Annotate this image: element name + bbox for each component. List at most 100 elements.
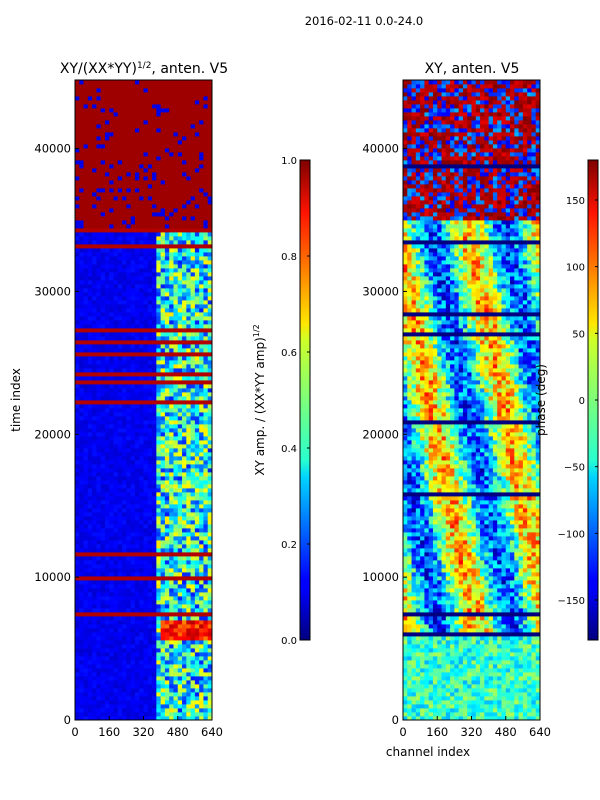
heatmap-cell [109, 144, 114, 149]
heatmap-cell [79, 344, 84, 349]
heatmap-cell [182, 140, 187, 145]
heatmap-cell [199, 352, 204, 357]
heatmap-cell [160, 592, 166, 597]
heatmap-cell [100, 432, 106, 437]
heatmap-cell [79, 340, 84, 345]
heatmap-cell [83, 388, 89, 393]
heatmap-cell [126, 424, 132, 429]
heatmap-cell [83, 676, 89, 681]
heatmap-cell [75, 96, 80, 101]
heatmap-cell [122, 568, 127, 573]
heatmap-cell [177, 628, 183, 633]
heatmap-cell [109, 360, 114, 365]
heatmap-cell [139, 508, 144, 513]
heatmap-cell [104, 512, 110, 517]
heatmap-cell [156, 652, 162, 657]
heatmap-cell [177, 276, 183, 281]
heatmap-cell [104, 232, 110, 237]
heatmap-cell [104, 668, 110, 673]
heatmap-cell [87, 304, 93, 309]
heatmap-cell [156, 560, 162, 565]
heatmap-cell [186, 688, 191, 693]
heatmap-cell [173, 208, 179, 213]
heatmap-cell [122, 608, 127, 613]
heatmap-cell [104, 568, 110, 573]
heatmap-cell [186, 484, 191, 489]
heatmap-cell [143, 508, 149, 513]
heatmap-cell [79, 336, 84, 341]
heatmap-cell [130, 140, 136, 145]
heatmap-cell [113, 356, 119, 361]
heatmap-cell [194, 568, 200, 573]
heatmap-cell [207, 376, 213, 381]
heatmap-cell [152, 308, 157, 313]
heatmap-cell [147, 532, 153, 537]
heatmap-cell [79, 496, 84, 501]
heatmap-cell [104, 172, 110, 177]
heatmap-cell [156, 672, 162, 677]
heatmap-cell [156, 260, 162, 265]
heatmap-cell [160, 368, 166, 373]
heatmap-cell [75, 584, 80, 589]
heatmap-cell [190, 488, 196, 493]
heatmap-cell [147, 412, 153, 417]
heatmap-cell [177, 488, 183, 493]
heatmap-cell [147, 96, 153, 101]
heatmap-cell [203, 428, 209, 433]
heatmap-cell [164, 564, 170, 569]
heatmap-cell [79, 576, 84, 581]
heatmap-cell [113, 284, 119, 289]
heatmap-cell [152, 524, 157, 529]
heatmap-cell [87, 532, 93, 537]
heatmap-cell [126, 332, 132, 337]
heatmap-cell [79, 136, 84, 141]
heatmap-cell [117, 632, 123, 637]
heatmap-cell [75, 556, 80, 561]
heatmap-cell [143, 400, 149, 405]
heatmap-cell [87, 312, 93, 317]
heatmap-cell [92, 228, 97, 233]
heatmap-cell [79, 248, 84, 253]
heatmap-cell [122, 680, 127, 685]
heatmap-cell [143, 300, 149, 305]
heatmap-cell [79, 228, 84, 233]
heatmap-cell [109, 620, 114, 625]
heatmap-cell [173, 352, 179, 357]
heatmap-cell [203, 368, 209, 373]
heatmap-cell [194, 432, 200, 437]
heatmap-cell [199, 412, 204, 417]
heatmap-cell [203, 312, 209, 317]
heatmap-cell [147, 260, 153, 265]
heatmap-cell [143, 212, 149, 217]
heatmap-cell [92, 456, 97, 461]
heatmap-cell [164, 204, 170, 209]
heatmap-cell [152, 196, 157, 201]
heatmap-cell [203, 608, 209, 613]
heatmap-cell [152, 476, 157, 481]
heatmap-cell [160, 184, 166, 189]
heatmap-cell [79, 96, 84, 101]
heatmap-cell [117, 512, 123, 517]
heatmap-cell [177, 484, 183, 489]
heatmap-cell [199, 268, 204, 273]
heatmap-cell [100, 112, 106, 117]
heatmap-cell [147, 400, 153, 405]
heatmap-cell [122, 684, 127, 689]
heatmap-cell [203, 380, 209, 385]
heatmap-cell [199, 640, 204, 645]
heatmap-cell [104, 524, 110, 529]
heatmap-cell [143, 296, 149, 301]
heatmap-cell [186, 244, 191, 249]
heatmap-cell [139, 444, 144, 449]
heatmap-cell [199, 416, 204, 421]
heatmap-cell [117, 656, 123, 661]
heatmap-cell [164, 344, 170, 349]
heatmap-cell [199, 288, 204, 293]
heatmap-cell [160, 708, 166, 713]
heatmap-cell [87, 288, 93, 293]
heatmap-cell [134, 148, 140, 153]
heatmap-cell [169, 712, 174, 717]
heatmap-cell [122, 288, 127, 293]
heatmap-cell [194, 212, 200, 217]
heatmap-cell [104, 204, 110, 209]
